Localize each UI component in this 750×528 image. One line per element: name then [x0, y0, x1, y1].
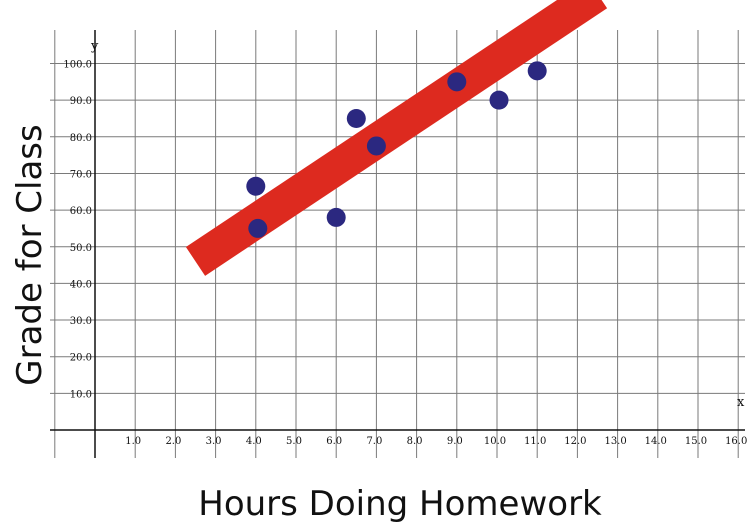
axes: [50, 30, 745, 458]
x-tick-label: 13.0: [604, 436, 626, 447]
y-tick-label: 20.0: [70, 353, 92, 364]
data-point: [326, 207, 346, 227]
trend-band: [185, 0, 608, 276]
y-axis-letter: y: [90, 39, 99, 54]
y-tick-label: 90.0: [70, 96, 92, 107]
x-axis-label: Hours Doing Homework: [198, 484, 602, 524]
tick-labels: 1.0 2.0 3.0 4.0 5.0 6.0 7.0 8.0 9.0 10.0 11.0 12.0 1…: [63, 39, 747, 447]
grid-lines: [50, 30, 745, 458]
data-point: [246, 176, 266, 196]
data-points: [246, 61, 547, 238]
data-point: [366, 136, 386, 156]
x-tick-label: 3.0: [206, 436, 222, 447]
data-point: [527, 61, 547, 81]
x-tick-label: 9.0: [447, 436, 463, 447]
x-tick-label: 16.0: [725, 436, 747, 447]
y-tick-label: 30.0: [70, 316, 92, 327]
trend-band-stroke: [185, 0, 608, 276]
y-tick-label: 70.0: [70, 169, 92, 180]
y-tick-label: 50.0: [70, 243, 92, 254]
x-tick-label: 2.0: [165, 436, 181, 447]
y-axis-label: Grade for Class: [10, 124, 50, 386]
x-tick-label: 11.0: [524, 436, 546, 447]
y-tick-label: 60.0: [70, 206, 92, 217]
y-tick-label: 80.0: [70, 133, 92, 144]
y-tick-label: 40.0: [70, 279, 92, 290]
x-tick-label: 6.0: [326, 436, 342, 447]
y-tick-label: 100.0: [63, 60, 92, 71]
x-tick-label: 7.0: [366, 436, 382, 447]
data-point: [248, 218, 268, 238]
x-tick-label: 12.0: [564, 436, 586, 447]
y-tick-label: 10.0: [70, 389, 92, 400]
data-point: [489, 90, 509, 110]
x-tick-label: 8.0: [407, 436, 423, 447]
x-tick-label: 1.0: [125, 436, 141, 447]
data-point: [346, 108, 366, 128]
x-tick-label: 15.0: [685, 436, 707, 447]
y-axis-label-container: Grade for Class: [0, 0, 60, 528]
x-tick-label: 5.0: [286, 436, 302, 447]
x-tick-label: 4.0: [246, 436, 262, 447]
x-tick-label: 10.0: [484, 436, 506, 447]
x-axis-letter: x: [737, 395, 745, 410]
data-point: [447, 72, 467, 92]
x-tick-label: 14.0: [645, 436, 667, 447]
